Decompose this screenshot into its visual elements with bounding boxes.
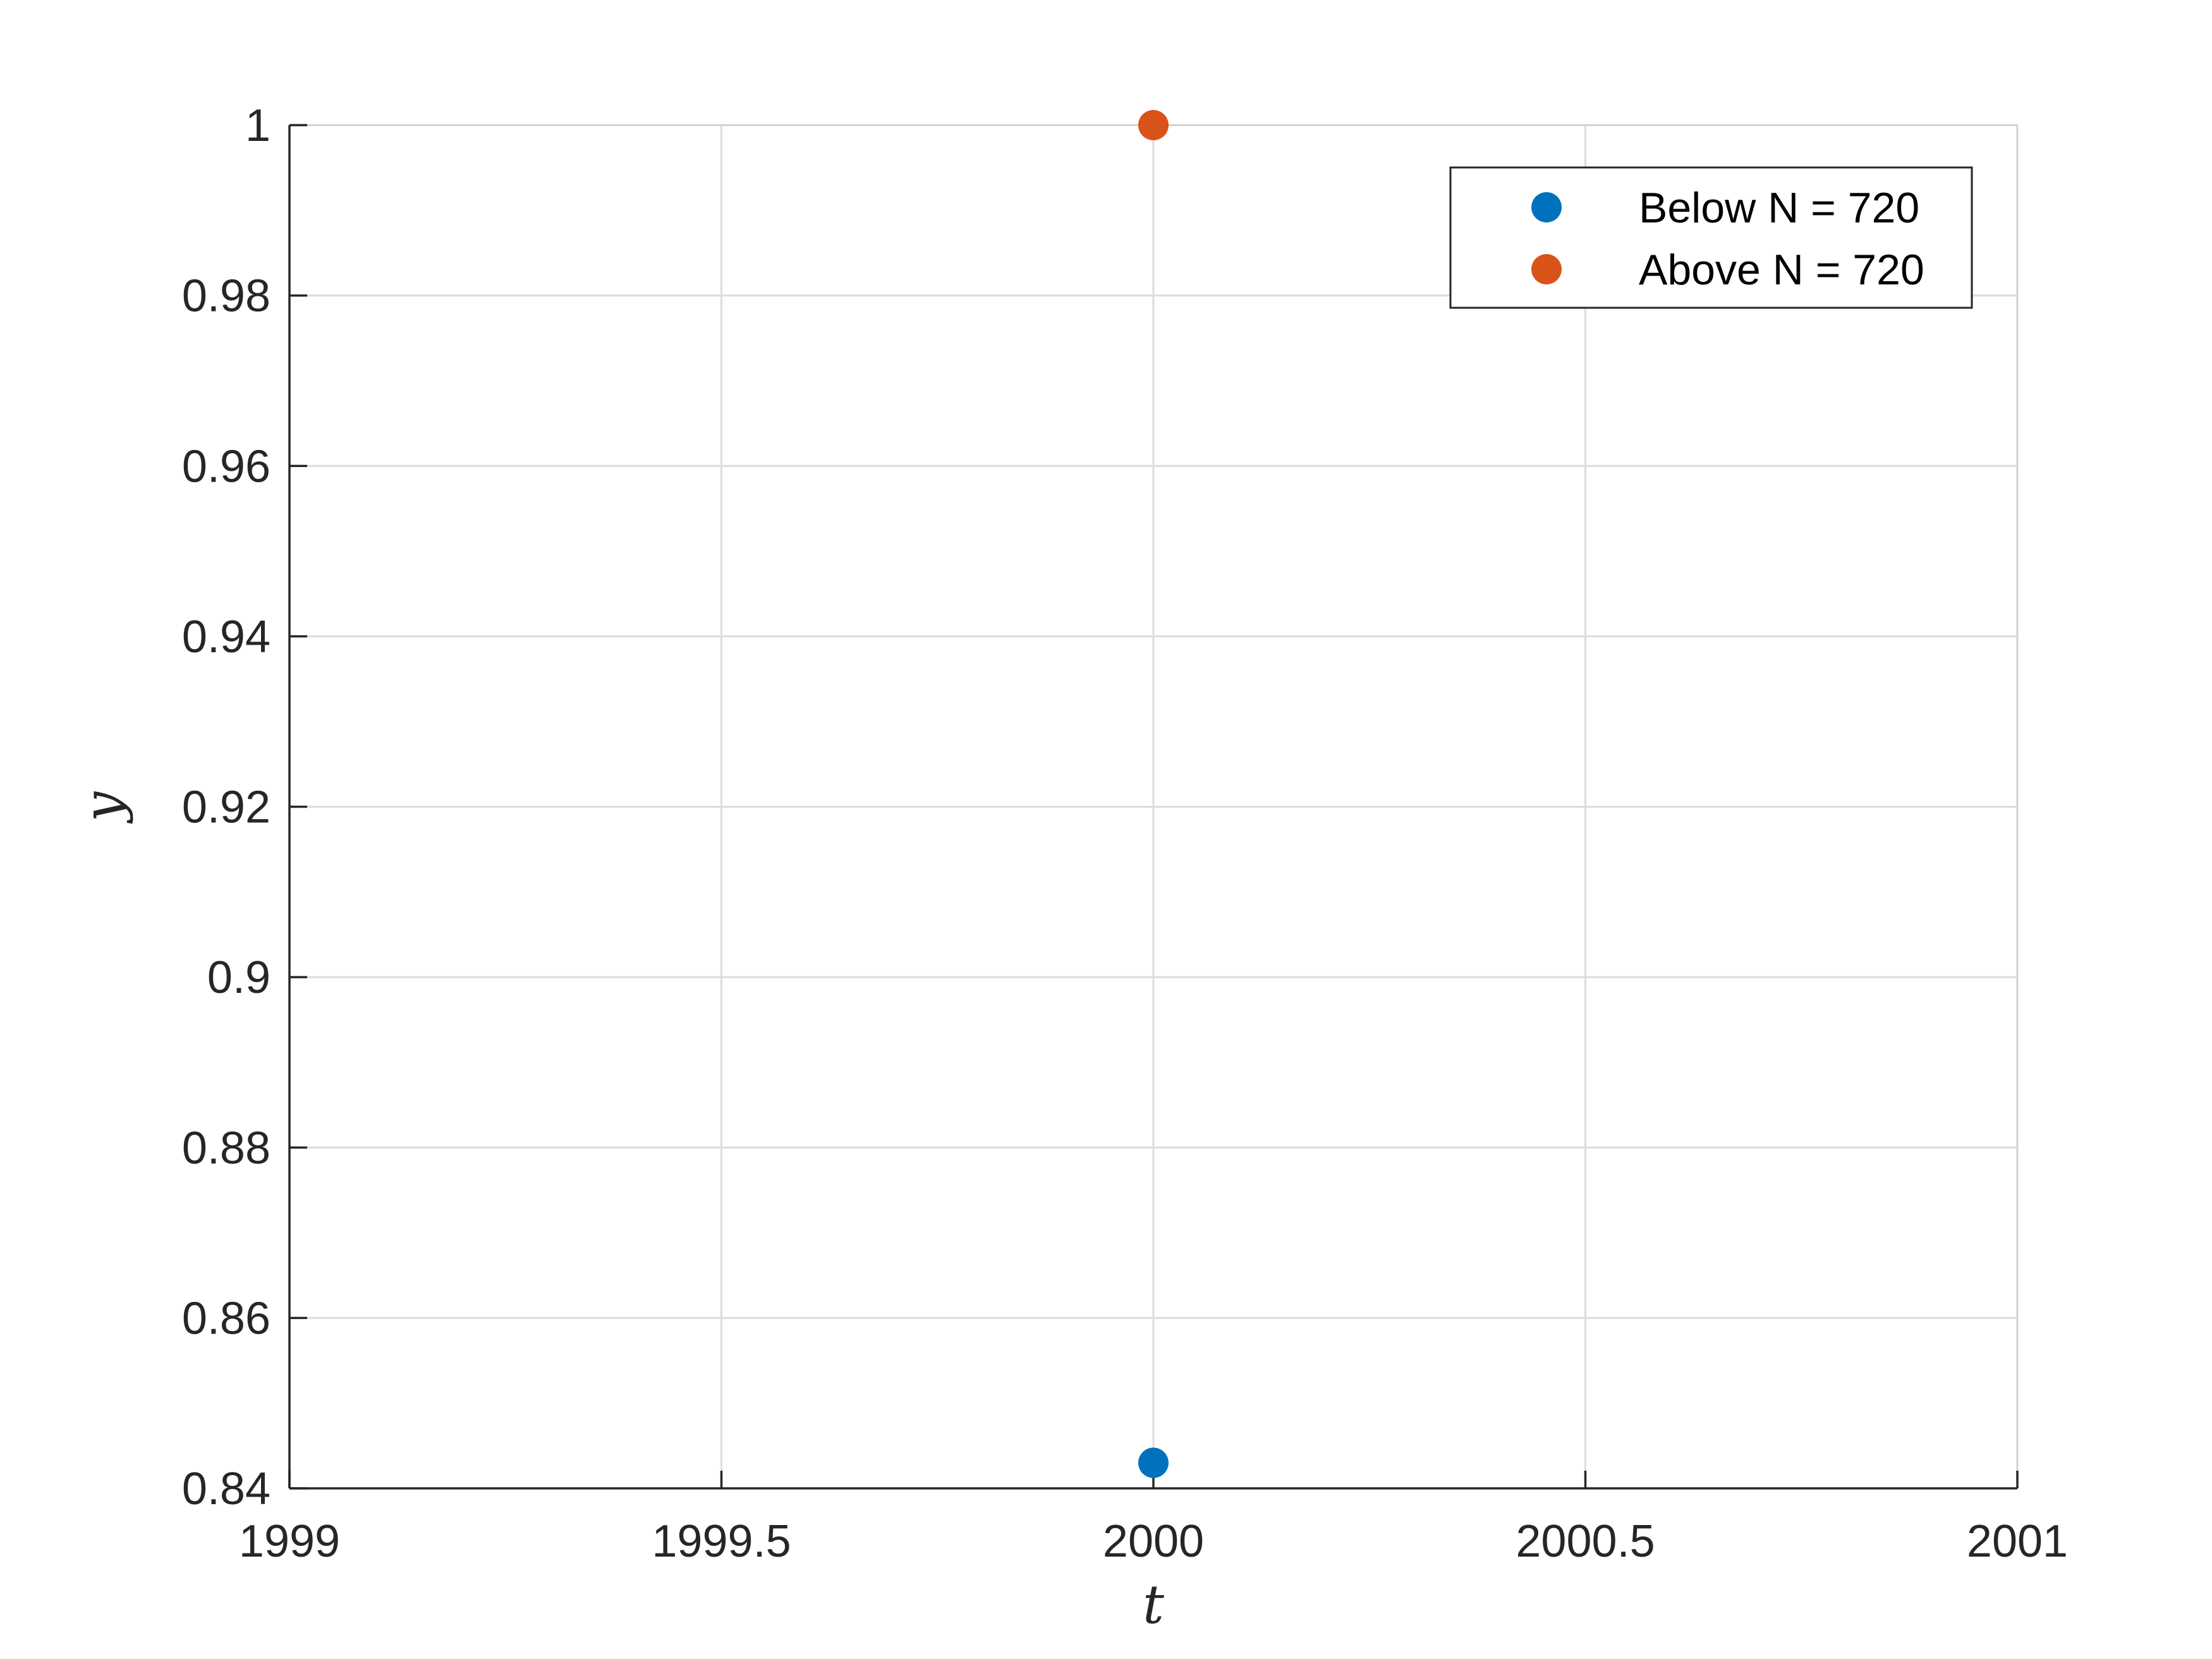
x-tick-label-2: 2000 [1103,1516,1204,1567]
y-axis-label: y [72,791,134,824]
legend-marker-1 [1531,254,1562,284]
legend-label-1: Above N = 720 [1639,246,1924,294]
y-tick-label-8: 1 [245,100,270,151]
legend-marker-0 [1531,192,1562,222]
legend: Below N = 720 Above N = 720 [1449,166,1973,309]
y-tick-label-7: 0.98 [182,271,270,322]
x-tick-label-1: 1999.5 [652,1516,791,1567]
x-tick-label-3: 2000.5 [1516,1516,1655,1567]
x-tick-label-4: 2001 [1967,1516,2068,1567]
y-tick-label-5: 0.94 [182,612,270,662]
x-axis-label: t [1143,1574,1164,1636]
y-tick-label-6: 0.96 [182,441,270,492]
tick-labels: 1999 1999.5 2000 2000.5 2001 0.84 0.86 0.88 0.9 0… [182,100,2068,1567]
y-tick-label-2: 0.88 [182,1123,270,1174]
legend-box [1449,166,1973,309]
legend-label-0: Below N = 720 [1639,184,1919,232]
y-tick-label-0: 0.84 [182,1464,270,1514]
data-point-series-0-0 [1138,1447,1169,1478]
data-point-series-1-0 [1138,110,1169,140]
y-tick-label-1: 0.86 [182,1293,270,1344]
data-points [1138,110,1169,1478]
y-tick-label-3: 0.9 [207,952,270,1003]
x-tick-label-0: 1999 [239,1516,340,1567]
y-tick-label-4: 0.92 [182,782,270,833]
